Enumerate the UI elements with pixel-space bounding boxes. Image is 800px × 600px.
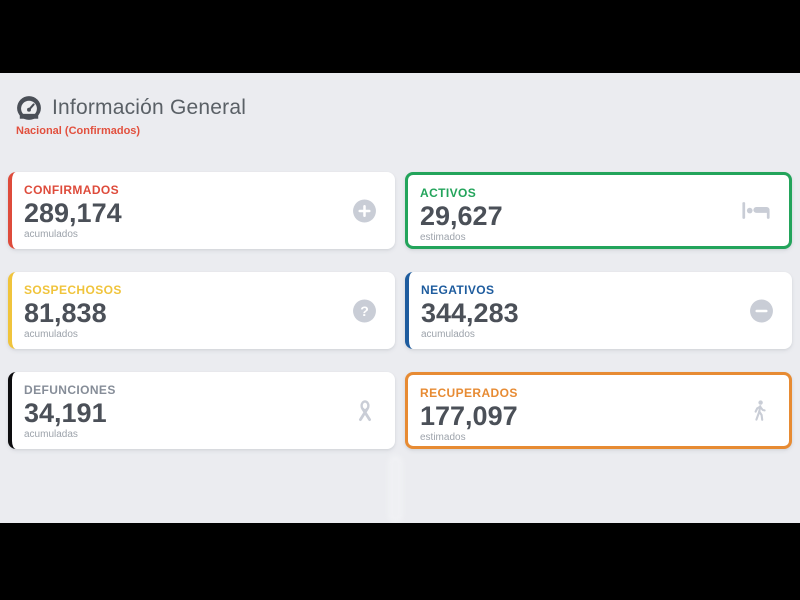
bottom-letterbox-bar (0, 523, 800, 600)
card-value: 81,838 (24, 298, 107, 328)
card-sublabel: estimados (420, 432, 466, 443)
bed-icon (741, 199, 771, 222)
card-label: NEGATIVOS (421, 283, 495, 297)
card-defunciones[interactable]: DEFUNCIONES 34,191 acumuladas (8, 372, 395, 449)
card-label: RECUPERADOS (420, 386, 518, 400)
svg-text:?: ? (360, 302, 369, 318)
ribbon-icon (353, 399, 377, 423)
minus-circle-icon (749, 298, 774, 323)
card-negativos[interactable]: NEGATIVOS 344,283 acumulados (405, 272, 792, 349)
card-value: 344,283 (421, 298, 519, 328)
question-circle-icon: ? (352, 298, 377, 323)
walk-icon (747, 399, 771, 423)
dashboard-viewport: Información General Nacional (Confirmado… (0, 73, 800, 523)
page-header: Información General Nacional (Confirmado… (16, 95, 246, 137)
card-confirmados[interactable]: CONFIRMADOS 289,174 acumulados (8, 172, 395, 249)
video-artifact-strip (388, 455, 403, 523)
card-label: DEFUNCIONES (24, 383, 116, 397)
card-recuperados[interactable]: RECUPERADOS 177,097 estimados (405, 372, 792, 449)
card-activos[interactable]: ACTIVOS 29,627 estimados (405, 172, 792, 249)
card-sublabel: estimados (420, 232, 466, 243)
card-sublabel: acumulados (24, 229, 78, 240)
card-sublabel: acumulados (24, 329, 78, 340)
card-sospechosos[interactable]: SOSPECHOSOS 81,838 acumulados ? (8, 272, 395, 349)
card-value: 177,097 (420, 401, 518, 431)
page-subtitle: Nacional (Confirmados) (16, 125, 141, 137)
card-value: 289,174 (24, 198, 122, 228)
plus-circle-icon (352, 198, 377, 223)
card-value: 34,191 (24, 398, 107, 428)
gauge-icon (16, 95, 42, 121)
card-label: SOSPECHOSOS (24, 283, 122, 297)
stats-cards-grid: CONFIRMADOS 289,174 acumulados ACTIVOS 2… (8, 172, 792, 449)
top-letterbox-bar (0, 0, 800, 73)
card-value: 29,627 (420, 201, 503, 231)
page-title: Información General (52, 96, 247, 119)
card-label: CONFIRMADOS (24, 183, 120, 197)
card-label: ACTIVOS (420, 186, 477, 200)
card-sublabel: acumulados (421, 329, 475, 340)
card-sublabel: acumuladas (24, 429, 78, 440)
